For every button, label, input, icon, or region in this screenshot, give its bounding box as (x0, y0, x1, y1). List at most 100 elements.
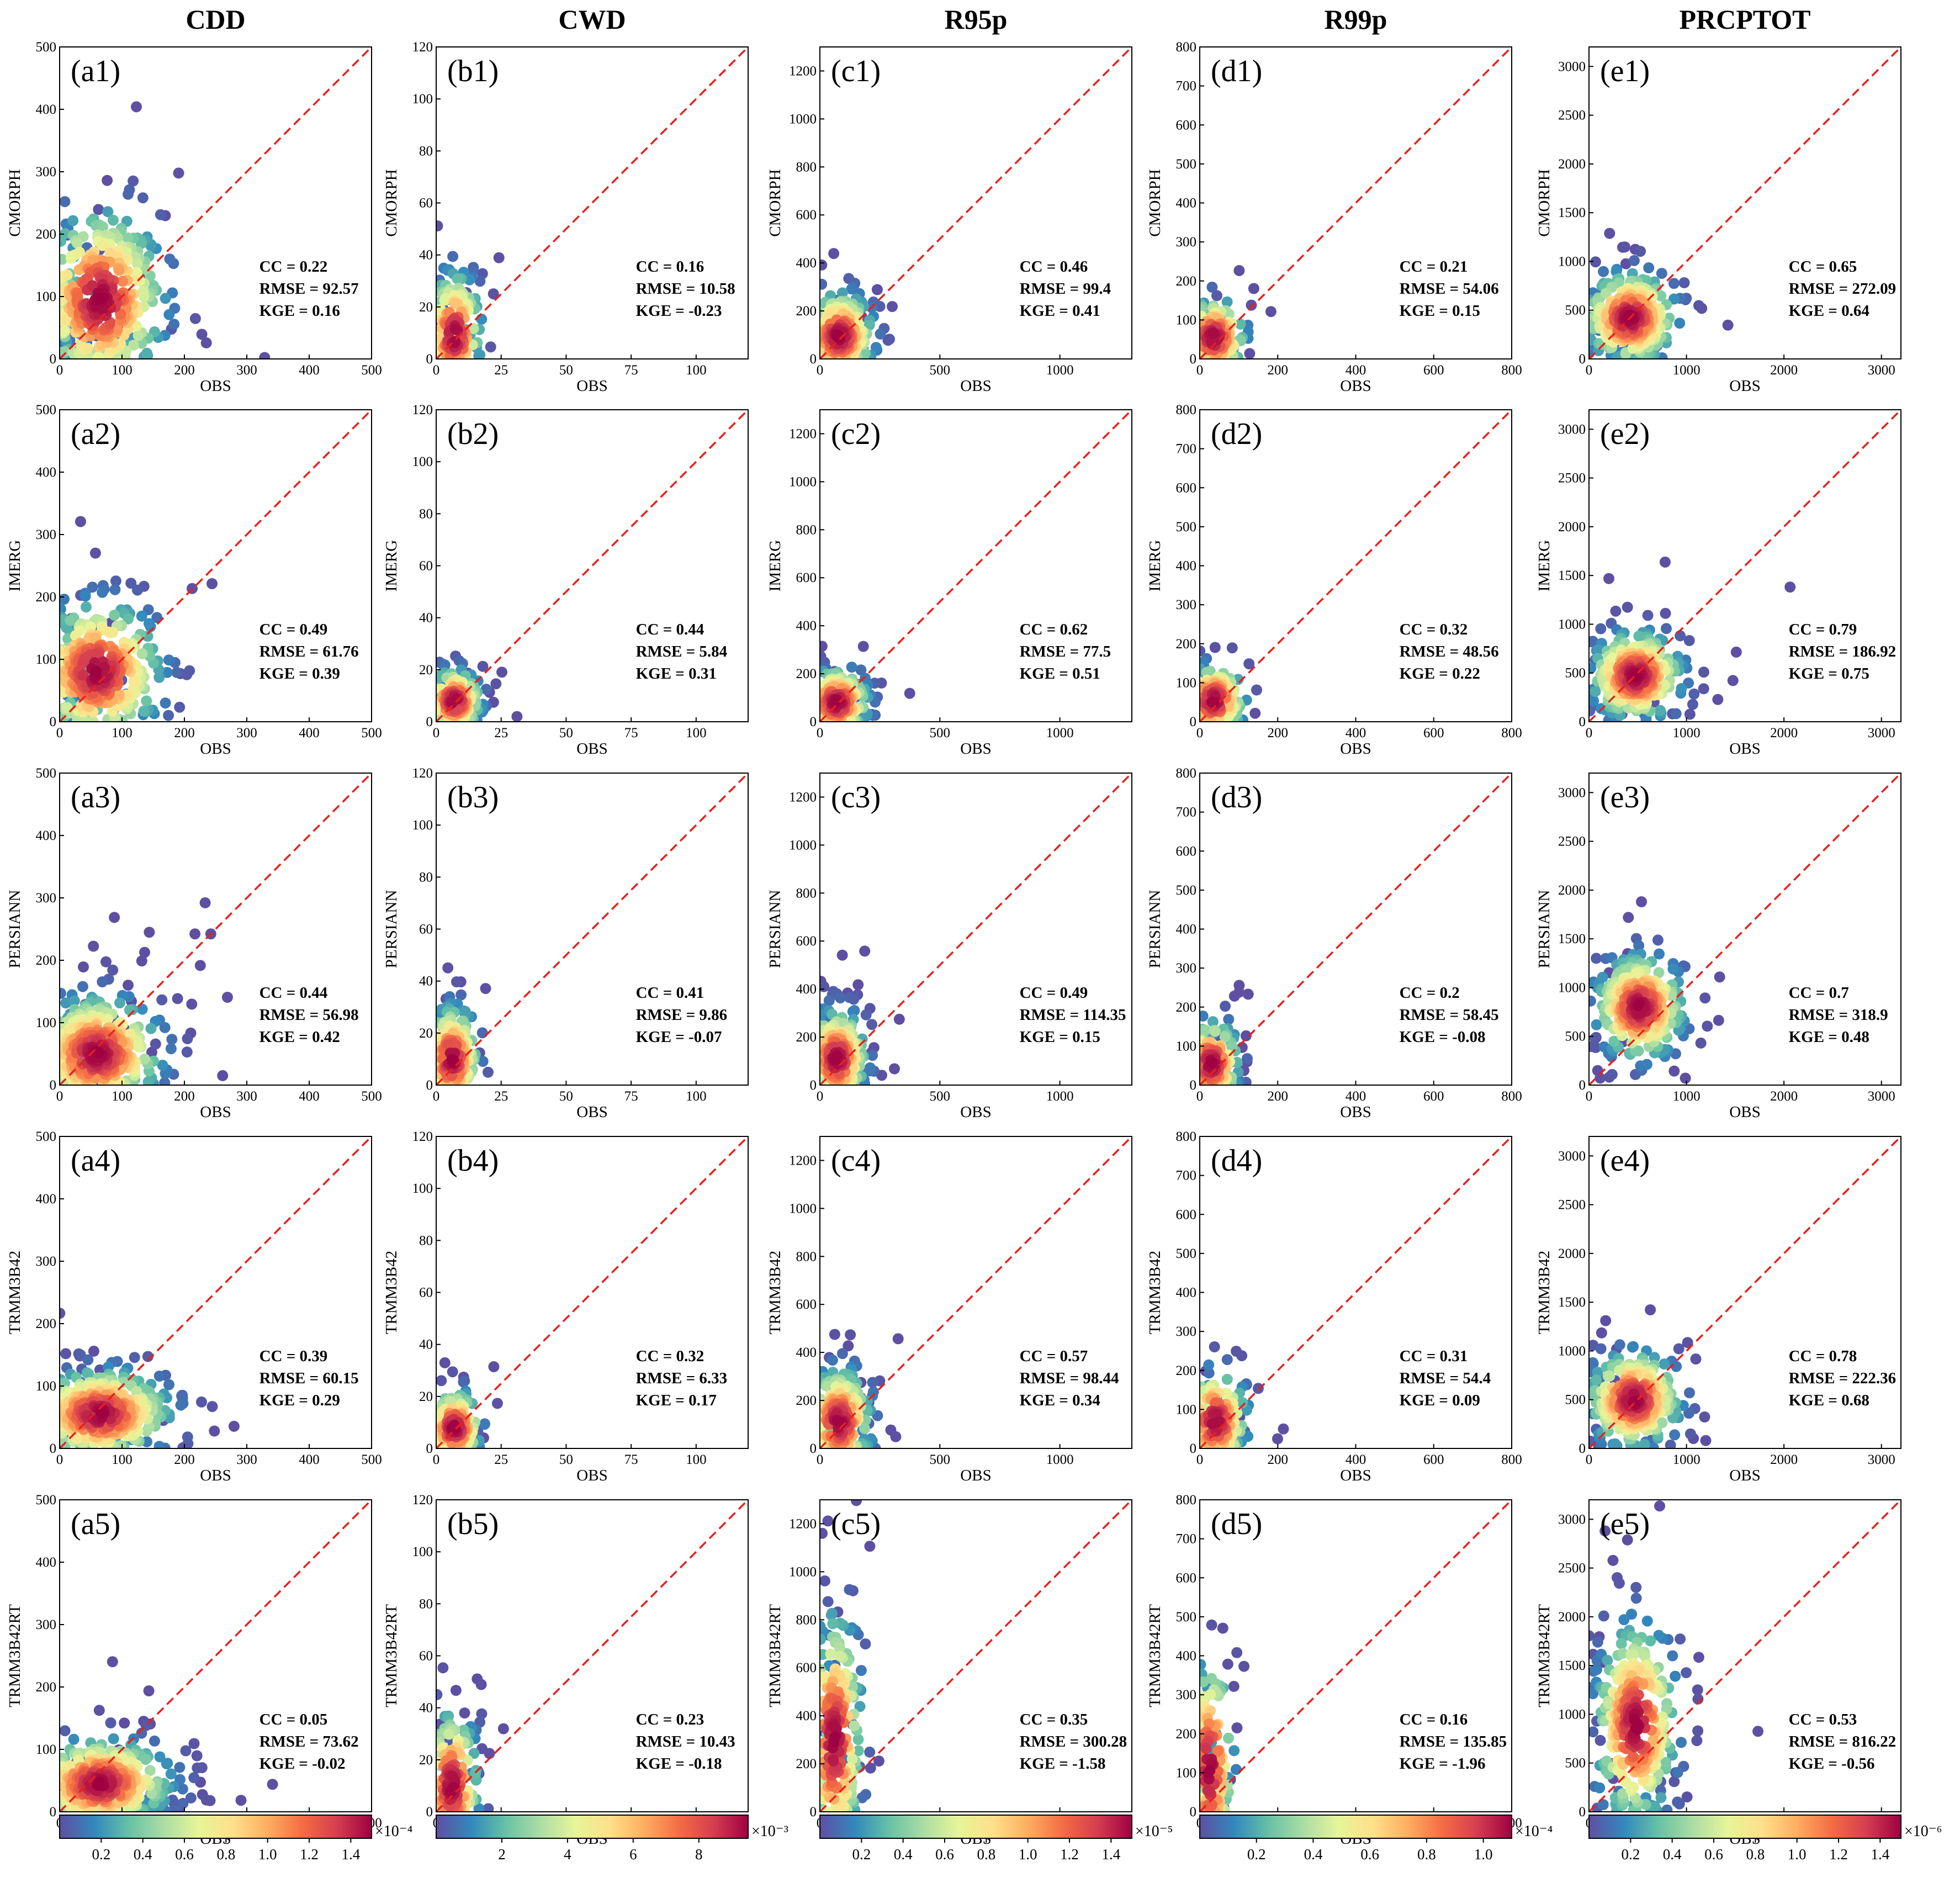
scatter-point (93, 204, 104, 215)
y-tick-label: 100 (412, 1181, 433, 1196)
scatter-point (820, 641, 828, 652)
y-tick-label: 700 (1176, 79, 1197, 94)
x-tick-label: 300 (236, 726, 257, 741)
scatter-point (820, 278, 828, 290)
x-tick-label: 3000 (1868, 726, 1895, 741)
x-tick-label: 0 (433, 1452, 440, 1467)
stat-rmse: RMSE = 58.45 (1400, 1006, 1499, 1024)
stat-cc: CC = 0.41 (636, 984, 704, 1002)
scatter-points (60, 1308, 240, 1448)
scatter-point (1265, 306, 1276, 318)
x-tick-label: 400 (1346, 363, 1366, 378)
scatter-point (1640, 715, 1652, 722)
x-tick-label: 0 (56, 1452, 63, 1467)
scatter-point (122, 232, 134, 244)
scatter-point (115, 1440, 126, 1448)
column-title: R95p (945, 4, 1008, 35)
scatter-point (189, 928, 201, 940)
x-tick-label: 3000 (1868, 363, 1895, 378)
scatter-point (1221, 296, 1233, 308)
x-tick-label: 50 (559, 1452, 573, 1467)
scatter-point (189, 313, 201, 324)
y-tick-label: 400 (36, 465, 57, 480)
y-axis-label: IMERG (383, 540, 400, 592)
x-tick-label: 200 (174, 726, 195, 741)
scatter-point (464, 274, 475, 285)
y-tick-label: 2000 (1558, 520, 1586, 535)
plot-frame (59, 409, 372, 722)
scatter-point (1226, 642, 1238, 654)
scatter-point (102, 174, 113, 186)
x-tick-label: 500 (361, 1089, 382, 1104)
x-axis-label: OBS (200, 740, 231, 758)
scatter-point (485, 341, 496, 353)
x-tick-label: 500 (930, 1089, 951, 1104)
scatter-point (1612, 351, 1623, 359)
scatter-point (439, 294, 451, 306)
panel-label: (d2) (1211, 417, 1262, 451)
y-tick-label: 800 (796, 160, 817, 174)
x-tick-label: 400 (299, 1452, 320, 1467)
scatter-point (163, 1379, 174, 1390)
scatter-point (1713, 1014, 1724, 1026)
plot-frame (1588, 773, 1901, 1086)
stat-rmse: RMSE = 272.09 (1789, 280, 1897, 298)
y-tick-label: 400 (796, 982, 817, 997)
y-tick-label: 600 (796, 570, 817, 585)
y-axis-label: IMERG (6, 540, 24, 592)
y-tick-label: 100 (1176, 313, 1197, 327)
x-tick-label: 100 (112, 1089, 133, 1104)
scatter-point (860, 1009, 872, 1020)
y-tick-label: 400 (36, 1192, 57, 1207)
stat-kge: KGE = 0.41 (1020, 302, 1100, 320)
y-tick-label: 2500 (1558, 471, 1586, 486)
y-tick-label: 500 (1565, 1029, 1586, 1044)
scatter-point (447, 697, 458, 708)
scatter-point (209, 1425, 220, 1437)
scatter-point (1200, 1024, 1211, 1036)
y-tick-label: 300 (1176, 597, 1197, 612)
y-tick-label: 0 (50, 352, 57, 367)
y-axis-label: CMORPH (6, 169, 24, 237)
stat-rmse: RMSE = 6.33 (636, 1369, 728, 1387)
scatter-point (476, 314, 488, 325)
scatter-point (206, 578, 218, 589)
y-tick-label: 100 (412, 454, 433, 469)
y-tick-label: 500 (1176, 883, 1197, 898)
scatter-point (145, 1023, 157, 1034)
scatter-point (1223, 1014, 1235, 1025)
scatter-point (60, 1348, 72, 1360)
y-tick-label: 1500 (1558, 205, 1586, 220)
x-tick-label: 100 (112, 363, 133, 378)
stat-cc: CC = 0.46 (1020, 258, 1088, 276)
y-tick-label: 80 (419, 144, 433, 158)
y-tick-label: 120 (412, 403, 433, 417)
x-tick-label: 400 (1346, 726, 1366, 741)
scatter-point (1678, 277, 1690, 288)
panel-label: (a3) (71, 780, 120, 815)
plot-frame (819, 46, 1132, 359)
y-tick-label: 100 (36, 652, 57, 667)
panel-label: (e1) (1600, 54, 1650, 88)
x-tick-label: 200 (1268, 1089, 1289, 1104)
scatter-point (88, 1345, 99, 1357)
scatter-point (1589, 705, 1596, 717)
scatter-point (447, 1366, 458, 1378)
scatter-point (97, 221, 108, 232)
y-tick-label: 200 (1176, 274, 1197, 289)
stat-cc: CC = 0.2 (1400, 984, 1460, 1002)
identity-line (59, 46, 373, 360)
y-axis-label: IMERG (766, 540, 784, 592)
y-tick-label: 80 (419, 870, 433, 885)
stat-rmse: RMSE = 318.9 (1789, 1006, 1888, 1024)
scatter-panel: 0 500 1000020040060080010001200OBSTRMM3B42… (766, 1135, 1133, 1484)
stat-rmse: RMSE = 10.58 (636, 280, 735, 298)
x-tick-label: 800 (1501, 1089, 1522, 1104)
scatter-point (447, 251, 459, 262)
scatter-point (161, 667, 173, 678)
scatter-point (443, 1039, 454, 1051)
y-tick-label: 400 (36, 828, 57, 843)
scatter-point (109, 610, 120, 621)
scatter-point (1676, 683, 1687, 694)
scatter-point (82, 342, 93, 354)
